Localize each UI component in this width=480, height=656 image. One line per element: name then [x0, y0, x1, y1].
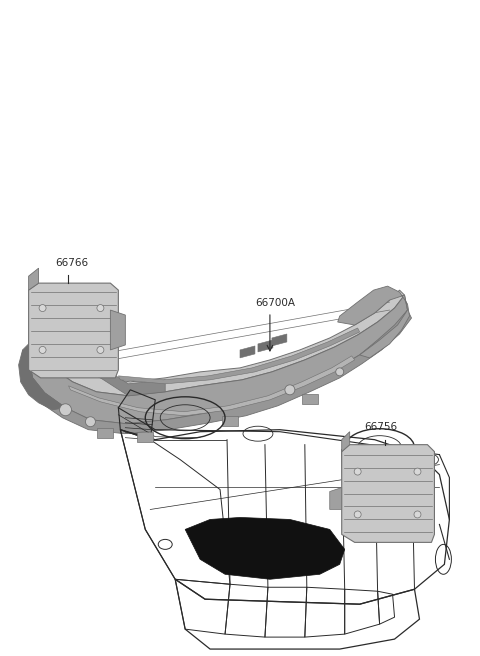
Polygon shape [272, 334, 287, 346]
Polygon shape [185, 518, 345, 579]
Circle shape [414, 468, 421, 475]
Polygon shape [222, 416, 238, 426]
Circle shape [97, 346, 104, 354]
Circle shape [285, 385, 295, 395]
Circle shape [336, 368, 344, 376]
Polygon shape [19, 340, 65, 410]
Polygon shape [69, 356, 355, 416]
Circle shape [39, 346, 46, 354]
Polygon shape [342, 445, 434, 543]
Polygon shape [119, 328, 360, 384]
Text: 66756: 66756 [365, 422, 398, 432]
Circle shape [354, 468, 361, 475]
Polygon shape [302, 394, 318, 404]
Polygon shape [29, 283, 119, 378]
Text: 66766: 66766 [56, 258, 89, 268]
Circle shape [97, 304, 104, 312]
Polygon shape [29, 268, 38, 290]
Polygon shape [36, 290, 405, 396]
Polygon shape [97, 428, 113, 438]
Polygon shape [29, 295, 408, 424]
Circle shape [39, 304, 46, 312]
Polygon shape [110, 310, 125, 350]
Circle shape [85, 417, 96, 426]
Polygon shape [342, 432, 350, 451]
Circle shape [414, 511, 421, 518]
Circle shape [354, 511, 361, 518]
Polygon shape [338, 286, 409, 358]
Polygon shape [137, 432, 153, 441]
Polygon shape [240, 346, 255, 358]
Polygon shape [81, 358, 165, 396]
Polygon shape [330, 487, 342, 510]
Text: 66700A: 66700A [255, 298, 295, 308]
Polygon shape [258, 340, 273, 352]
Circle shape [60, 404, 72, 416]
Polygon shape [21, 310, 411, 434]
